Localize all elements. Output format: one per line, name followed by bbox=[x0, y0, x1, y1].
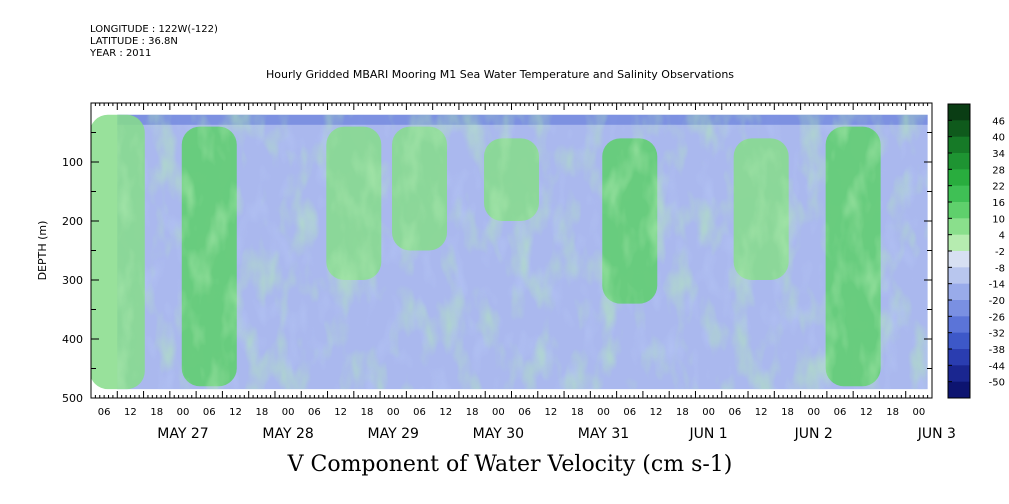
x-hour-label: 12 bbox=[334, 407, 347, 418]
colorbar-label: -2 bbox=[995, 247, 1005, 258]
colorbar-swatch bbox=[948, 218, 970, 236]
x-hour-label: 00 bbox=[807, 407, 820, 418]
x-day-label: JUN 2 bbox=[794, 426, 833, 442]
field-mottling bbox=[117, 114, 928, 390]
colorbar-swatch bbox=[948, 300, 970, 317]
colorbar-label: 16 bbox=[992, 198, 1005, 209]
x-hour-label: 12 bbox=[545, 407, 558, 418]
x-day-label: JUN 1 bbox=[689, 426, 728, 442]
colorbar-label: -32 bbox=[989, 329, 1005, 340]
colorbar-label: -44 bbox=[989, 361, 1005, 372]
colorbar-swatch bbox=[948, 169, 970, 187]
variable-title: V Component of Water Velocity (cm s-1) bbox=[287, 452, 733, 477]
colorbar-swatch bbox=[948, 202, 970, 219]
x-hour-label: 18 bbox=[886, 407, 899, 418]
colorbar-label: -38 bbox=[989, 345, 1005, 356]
x-day-label: MAY 30 bbox=[473, 426, 524, 442]
x-hour-label: 00 bbox=[702, 407, 715, 418]
colorbar-label: -20 bbox=[989, 296, 1005, 307]
x-hour-label: 18 bbox=[466, 407, 479, 418]
x-hour-label: 12 bbox=[755, 407, 768, 418]
x-hour-label: 12 bbox=[860, 407, 873, 418]
x-hour-label: 00 bbox=[387, 407, 400, 418]
x-hour-label: 06 bbox=[834, 407, 847, 418]
colorbar-swatch bbox=[948, 283, 970, 301]
chart-title: Hourly Gridded MBARI Mooring M1 Sea Wate… bbox=[265, 68, 735, 81]
x-hour-label: 18 bbox=[676, 407, 689, 418]
latitude-label: LATITUDE : 36.8N bbox=[90, 36, 178, 47]
y-axis-label: DEPTH (m) bbox=[36, 221, 49, 281]
x-hour-label: 06 bbox=[623, 407, 636, 418]
colorbar-swatch bbox=[948, 332, 970, 350]
colorbar-swatch bbox=[948, 120, 970, 138]
x-day-label: MAY 29 bbox=[368, 426, 419, 442]
x-hour-label: 00 bbox=[282, 407, 295, 418]
colorbar-label: -50 bbox=[989, 378, 1005, 389]
colorbar-label: -26 bbox=[989, 312, 1005, 323]
colorbar-swatch bbox=[948, 185, 970, 203]
colorbar-label: 34 bbox=[992, 149, 1005, 160]
x-day-label: JUN 3 bbox=[917, 426, 956, 442]
x-hour-label: 12 bbox=[650, 407, 663, 418]
colorbar-label: 28 bbox=[992, 165, 1005, 176]
x-hour-label: 18 bbox=[781, 407, 794, 418]
x-hour-label: 18 bbox=[150, 407, 163, 418]
x-hour-label: 06 bbox=[203, 407, 216, 418]
x-hour-label: 06 bbox=[98, 407, 111, 418]
colorbar-label: -14 bbox=[989, 280, 1005, 291]
x-hour-label: 00 bbox=[492, 407, 505, 418]
x-hour-label: 06 bbox=[729, 407, 742, 418]
x-hour-label: 06 bbox=[413, 407, 426, 418]
colorbar-swatch bbox=[948, 251, 970, 268]
colorbar-label: 4 bbox=[999, 231, 1005, 242]
colorbar-swatch bbox=[948, 365, 970, 383]
x-hour-label: 00 bbox=[597, 407, 610, 418]
x-hour-label: 12 bbox=[439, 407, 452, 418]
colorbar-swatch bbox=[948, 234, 970, 252]
colorbar-swatch bbox=[948, 104, 970, 121]
colorbar-swatch bbox=[948, 267, 970, 285]
colorbar-label: 22 bbox=[992, 182, 1005, 193]
colorbar-label: 46 bbox=[992, 116, 1005, 127]
colorbar-swatch bbox=[948, 381, 970, 399]
x-hour-label: 00 bbox=[912, 407, 925, 418]
x-hour-label: 06 bbox=[518, 407, 531, 418]
y-tick-label: 200 bbox=[62, 215, 83, 228]
colorbar-label: 40 bbox=[992, 133, 1005, 144]
colorbar-swatch bbox=[948, 316, 970, 334]
year-label: YEAR : 2011 bbox=[90, 48, 152, 59]
x-hour-label: 18 bbox=[571, 407, 584, 418]
y-tick-label: 100 bbox=[62, 156, 83, 169]
colorbar-swatch bbox=[948, 153, 970, 170]
x-day-label: MAY 28 bbox=[262, 426, 313, 442]
x-hour-label: 18 bbox=[255, 407, 268, 418]
x-hour-label: 00 bbox=[177, 407, 190, 418]
longitude-label: LONGITUDE : 122W(-122) bbox=[90, 24, 218, 35]
y-tick-label: 300 bbox=[62, 274, 83, 287]
colorbar-swatch bbox=[948, 349, 970, 366]
x-day-label: MAY 31 bbox=[578, 426, 629, 442]
y-tick-label: 500 bbox=[62, 392, 83, 405]
colorbar-swatch bbox=[948, 136, 970, 154]
x-hour-label: 12 bbox=[229, 407, 242, 418]
x-hour-label: 12 bbox=[124, 407, 137, 418]
x-day-label: MAY 27 bbox=[157, 426, 208, 442]
colorbar-label: -8 bbox=[995, 263, 1005, 274]
y-tick-label: 400 bbox=[62, 333, 83, 346]
colorbar-label: 10 bbox=[992, 214, 1005, 225]
x-hour-label: 06 bbox=[308, 407, 321, 418]
x-hour-label: 18 bbox=[361, 407, 374, 418]
